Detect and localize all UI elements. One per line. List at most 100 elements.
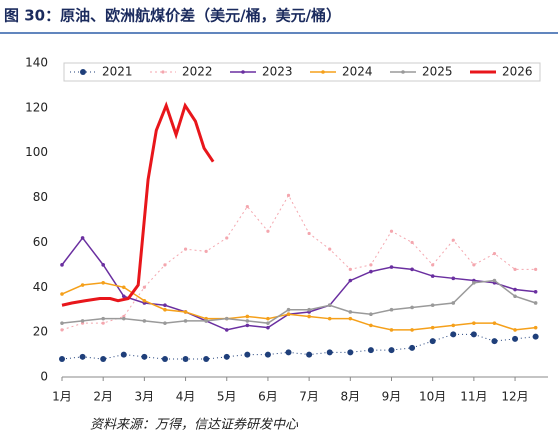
- legend-marker: [321, 70, 325, 74]
- legend-marker: [401, 70, 405, 74]
- point: [534, 267, 538, 271]
- point: [204, 249, 208, 253]
- point: [430, 303, 435, 308]
- point: [163, 321, 167, 325]
- point: [410, 305, 414, 310]
- point: [264, 351, 271, 358]
- y-tick-label: 100: [25, 145, 48, 159]
- point: [431, 263, 435, 267]
- point: [142, 285, 146, 289]
- point: [347, 349, 354, 356]
- point: [513, 287, 517, 292]
- point: [101, 281, 105, 285]
- point: [369, 263, 373, 267]
- point: [410, 267, 414, 272]
- series-line: [61, 282, 536, 331]
- point: [101, 263, 105, 267]
- point: [225, 236, 229, 240]
- point: [182, 356, 189, 363]
- point: [326, 349, 333, 356]
- series-line: [61, 101, 215, 307]
- point: [533, 325, 538, 330]
- point: [163, 307, 167, 312]
- legend-marker: [161, 70, 165, 74]
- x-tick-label: 12月: [501, 390, 528, 404]
- point: [245, 323, 250, 328]
- point: [204, 319, 208, 323]
- point: [80, 236, 85, 240]
- point: [101, 316, 105, 321]
- point: [245, 204, 249, 209]
- point: [328, 247, 332, 251]
- point: [101, 321, 105, 325]
- y-tick-label: 0: [40, 370, 48, 384]
- point: [369, 323, 373, 328]
- point: [266, 229, 270, 233]
- y-tick-label: 60: [33, 235, 48, 249]
- point: [59, 356, 65, 363]
- x-tick-label: 5月: [217, 390, 237, 404]
- x-tick-label: 6月: [258, 390, 278, 404]
- point: [451, 238, 455, 242]
- point: [161, 356, 168, 363]
- x-tick-label: 2月: [93, 390, 113, 404]
- point: [266, 321, 270, 325]
- point: [492, 278, 497, 283]
- point: [369, 269, 373, 274]
- point: [451, 301, 456, 305]
- point: [183, 319, 188, 323]
- point: [100, 356, 107, 363]
- point: [121, 316, 126, 321]
- point: [244, 351, 251, 358]
- point: [429, 338, 436, 345]
- source: 资料来源：万得，信达证券研发中心: [90, 418, 299, 433]
- point: [410, 328, 414, 332]
- point: [121, 285, 126, 290]
- point: [142, 319, 147, 323]
- legend-label: 2024: [342, 65, 373, 79]
- y-tick-label: 120: [25, 100, 48, 114]
- point: [369, 312, 373, 317]
- point: [492, 252, 497, 256]
- point: [60, 263, 64, 267]
- legend-label: 2021: [102, 65, 133, 79]
- y-tick-label: 20: [33, 325, 48, 339]
- point: [348, 267, 352, 271]
- point: [472, 321, 476, 325]
- point: [60, 321, 64, 325]
- point: [348, 316, 353, 321]
- point: [307, 231, 311, 236]
- point: [491, 338, 498, 345]
- point: [327, 303, 332, 308]
- series-line: [61, 333, 536, 360]
- x-tick-label: 4月: [176, 390, 196, 404]
- point: [163, 303, 167, 308]
- point: [472, 281, 476, 285]
- point: [142, 298, 147, 303]
- point: [450, 331, 457, 338]
- point: [430, 274, 435, 278]
- legend-marker: [80, 69, 86, 75]
- point: [79, 353, 86, 360]
- legend-box: [63, 62, 541, 82]
- point: [163, 263, 167, 267]
- point: [121, 294, 126, 299]
- point: [285, 349, 292, 356]
- point: [306, 351, 313, 358]
- x-tick-label: 11月: [460, 390, 487, 404]
- point: [533, 289, 538, 294]
- point: [532, 333, 539, 340]
- legend-label: 2026: [502, 65, 533, 79]
- point: [389, 229, 394, 233]
- point: [389, 265, 394, 269]
- point: [120, 351, 127, 358]
- point: [388, 347, 395, 354]
- point: [286, 307, 291, 312]
- point: [245, 314, 250, 319]
- series-line: [61, 236, 536, 331]
- point: [224, 328, 229, 332]
- point: [266, 316, 270, 321]
- point: [451, 323, 456, 328]
